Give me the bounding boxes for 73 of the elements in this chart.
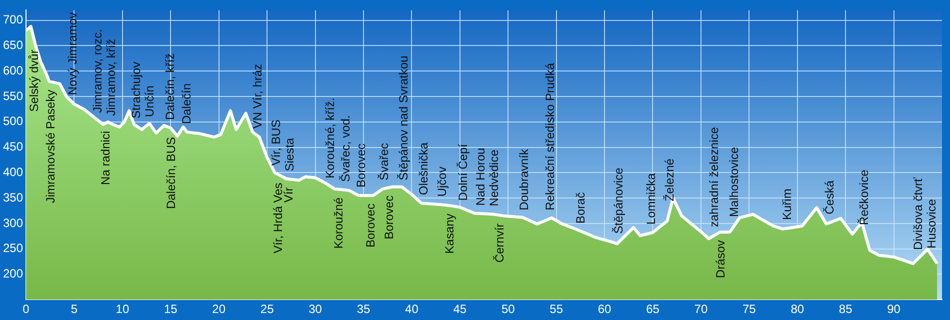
annotation: Štěpánovice xyxy=(611,167,626,234)
annotation: Na radnici xyxy=(98,130,112,185)
annotation: Borovec xyxy=(364,204,378,248)
x-tick-label: 65 xyxy=(646,302,660,316)
x-tick-label: 75 xyxy=(742,302,756,316)
y-tick-label: 650 xyxy=(2,38,24,52)
annotation: Jimramov, rozc. xyxy=(90,29,105,113)
annotation: Jimramov, kříž xyxy=(104,38,118,116)
x-tick-label: 30 xyxy=(308,302,322,316)
annotation: Dalečín, kříž xyxy=(162,53,177,120)
annotation: Lomnička xyxy=(644,172,658,225)
annotation: Doubravník xyxy=(516,148,531,210)
annotation: Štěpánov nad Svratkou xyxy=(396,56,410,180)
annotation: Olešnička xyxy=(416,142,431,196)
annotation: zahradní železnice xyxy=(706,126,721,228)
x-tick-label: 25 xyxy=(260,302,274,316)
x-tick-label: 5 xyxy=(70,302,78,316)
annotation: Švařec, vod. xyxy=(338,115,352,182)
annotation: Koroužné xyxy=(332,197,346,249)
annotation: Kasany xyxy=(442,214,457,254)
annotation: Černvír xyxy=(492,223,507,263)
y-tick-label: 250 xyxy=(2,241,24,256)
annotation: Dalečín xyxy=(179,83,194,124)
annotation: Husovice xyxy=(924,198,939,248)
annotation: Dalečín, BUS xyxy=(164,137,178,210)
y-tick-label: 300 xyxy=(2,216,24,230)
x-tick-label: 70 xyxy=(694,302,708,316)
annotation: Česká xyxy=(822,180,836,214)
annotation: Divišova čtvrť xyxy=(911,176,926,250)
y-tick-label: 350 xyxy=(2,190,24,204)
annotation: Selský dvůr xyxy=(27,50,42,112)
annotation: Borovec xyxy=(382,195,396,240)
x-tick-label: 20 xyxy=(212,302,226,316)
annotation: Nedvědice xyxy=(486,149,501,206)
x-tick-label: 40 xyxy=(405,302,419,316)
annotation: Nový Jimramov xyxy=(66,12,80,96)
x-tick-label: 35 xyxy=(356,302,370,316)
y-tick-label: 200 xyxy=(2,266,24,281)
annotation: Malhostovice xyxy=(727,146,742,217)
annotation: Jimramovské Paseky xyxy=(43,90,58,204)
annotation: Unčín xyxy=(142,86,157,117)
annotation: Nad Horou xyxy=(473,148,488,206)
annotation: Rekreační středisko Prudká xyxy=(542,62,557,210)
x-tick-label: 0 xyxy=(22,302,30,316)
annotation: Kuřim xyxy=(780,188,794,220)
annotation: Borač xyxy=(574,192,588,224)
y-tick-label: 400 xyxy=(2,164,24,179)
y-tick-label: 550 xyxy=(2,88,24,103)
annotation: Švařec xyxy=(377,143,392,180)
x-tick-label: 45 xyxy=(453,302,467,316)
x-tick-label: 15 xyxy=(164,302,178,316)
y-tick-label: 500 xyxy=(2,114,24,128)
x-tick-label: 10 xyxy=(116,302,130,316)
x-tick-label: 55 xyxy=(550,302,564,316)
y-tick-label: 600 xyxy=(2,63,24,78)
x-tick-label: 80 xyxy=(790,302,804,316)
x-tick-label: 85 xyxy=(838,302,853,316)
annotation: Dolní Čepí xyxy=(456,143,470,201)
annotation: Vír, BUS xyxy=(269,120,284,166)
y-tick-label: 700 xyxy=(2,12,24,27)
annotation: Drásov xyxy=(714,240,728,278)
y-tick-label: 450 xyxy=(2,140,24,154)
annotation: Strachujov xyxy=(129,62,144,118)
x-tick-label: 60 xyxy=(598,302,612,316)
x-tick-label: 90 xyxy=(887,302,901,316)
annotation: Siesta xyxy=(282,138,297,172)
annotation: Borovec xyxy=(354,143,368,188)
annotation: Řečkovice xyxy=(857,169,872,226)
annotation: Železné xyxy=(662,158,676,202)
annotation: VN Vír, hráz xyxy=(250,64,265,129)
annotation: Koroužné, kříž. xyxy=(323,98,338,178)
x-tick-label: 50 xyxy=(501,302,516,316)
annotation: Ujčov xyxy=(434,166,449,197)
